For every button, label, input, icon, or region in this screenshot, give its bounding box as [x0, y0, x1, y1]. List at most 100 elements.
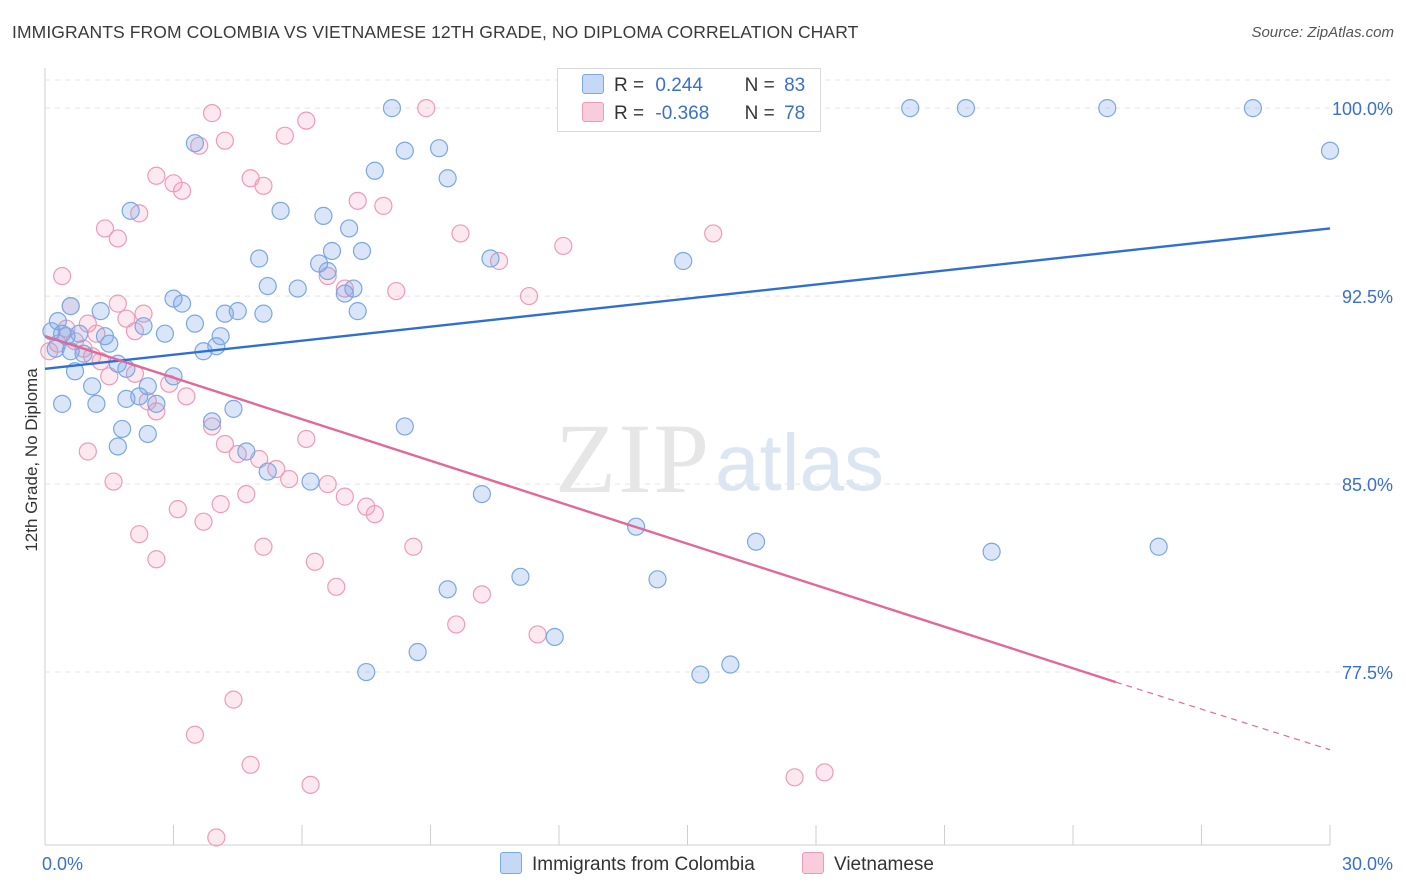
legend-n-value-colombia: 83 — [784, 75, 806, 96]
legend-swatch-vietnamese — [582, 102, 604, 122]
colombia-point — [53, 394, 72, 413]
vietnamese-point — [348, 191, 367, 210]
colombia-point — [344, 279, 363, 298]
legend-r-value-vietnamese: -0.368 — [655, 103, 710, 124]
colombia-point — [121, 201, 140, 220]
vietnamese-point — [202, 104, 222, 123]
colombia-point — [1243, 99, 1263, 118]
vietnamese-point — [194, 512, 213, 531]
colombia-point — [721, 655, 740, 674]
axes — [44, 68, 1331, 846]
colombia-point — [438, 169, 457, 188]
vietnamese-point — [168, 500, 187, 519]
gridlines — [45, 79, 1390, 673]
colombia-point — [228, 302, 247, 321]
watermark-zip: ZIP — [555, 403, 711, 514]
legend-row-vietnamese: R = -0.368 N = 78 — [582, 102, 805, 126]
series-colombia-points — [42, 99, 1340, 684]
y-tick-label: 100.0% — [1332, 99, 1393, 119]
vietnamese-point — [53, 266, 72, 286]
bottom-legend-colombia: Immigrants from Colombia — [500, 852, 755, 876]
colombia-point — [70, 324, 89, 343]
colombia-point — [1098, 99, 1117, 118]
vietnamese-point — [318, 266, 337, 286]
legend-r-value-colombia: 0.244 — [655, 75, 703, 96]
colombia-point — [1320, 141, 1340, 160]
colombia-point — [185, 134, 205, 153]
colombia-point — [155, 324, 175, 343]
colombia-point — [314, 206, 333, 225]
colombia-point — [982, 542, 1001, 561]
vietnamese-point — [215, 434, 234, 454]
vietnamese-point — [237, 484, 256, 504]
vietnamese-point — [519, 286, 539, 306]
vietnamese-point — [147, 402, 166, 421]
colombia-point — [395, 141, 414, 160]
vietnamese-point — [241, 755, 260, 774]
colombia-point — [301, 472, 320, 491]
vietnamese-point — [177, 387, 196, 406]
vietnamese-point — [95, 219, 115, 238]
colombia-point — [83, 377, 102, 396]
vietnamese-point — [254, 176, 273, 195]
vietnamese-point — [528, 625, 547, 644]
bottom-legend-swatch-colombia — [500, 852, 522, 874]
trend-line-vietnamese-extension — [1115, 681, 1331, 751]
colombia-point — [318, 261, 337, 281]
watermark-atlas: atlas — [715, 418, 884, 507]
vietnamese-point — [125, 322, 145, 341]
vietnamese-point — [100, 367, 119, 386]
colombia-point — [340, 219, 359, 238]
colombia-point — [746, 532, 766, 551]
colombia-point — [408, 642, 427, 662]
vietnamese-point — [374, 196, 393, 215]
colombia-point — [691, 665, 710, 684]
legend-r-label: R = — [614, 75, 645, 96]
vietnamese-point — [104, 472, 123, 491]
vietnamese-point — [207, 828, 226, 847]
vietnamese-point — [318, 474, 337, 494]
y-tick-label: 77.5% — [1342, 663, 1393, 683]
vietnamese-point — [172, 181, 192, 200]
vietnamese-point — [451, 224, 470, 243]
vietnamese-point — [224, 690, 243, 709]
legend-r-label: R = — [614, 103, 645, 124]
vietnamese-point — [275, 126, 294, 145]
vietnamese-point — [297, 111, 316, 130]
colombia-point — [147, 394, 166, 413]
colombia-point — [357, 662, 376, 682]
vietnamese-point — [387, 281, 406, 301]
vietnamese-point — [108, 229, 127, 248]
legend-n-label: N = — [744, 75, 775, 96]
colombia-point — [288, 279, 307, 298]
colombia-point — [472, 484, 491, 504]
vietnamese-point — [280, 469, 299, 489]
colombia-point — [61, 297, 80, 316]
series-vietnamese-points — [40, 99, 834, 847]
vietnamese-point — [147, 550, 166, 569]
colombia-point — [108, 437, 127, 456]
colombia-point — [138, 377, 157, 396]
colombia-point — [956, 99, 976, 118]
vietnamese-point — [301, 775, 320, 794]
legend-n-value-vietnamese: 78 — [784, 103, 806, 124]
vietnamese-point — [785, 768, 804, 787]
colombia-point — [322, 241, 342, 261]
vietnamese-point — [130, 525, 149, 544]
vietnamese-point — [211, 495, 230, 514]
vietnamese-point — [215, 131, 234, 150]
colombia-point — [91, 302, 110, 321]
vietnamese-point — [254, 537, 273, 556]
bottom-legend-vietnamese: Vietnamese — [802, 852, 934, 876]
watermark: ZIP atlas — [555, 403, 884, 514]
vietnamese-point — [404, 537, 423, 556]
vietnamese-point — [108, 294, 127, 313]
colombia-point — [382, 99, 402, 118]
colombia-point — [95, 327, 115, 346]
trend-line-colombia — [44, 227, 1331, 370]
colombia-point — [545, 627, 564, 647]
vietnamese-point — [472, 585, 491, 604]
colombia-point — [185, 314, 205, 333]
trend-lines — [44, 227, 1331, 751]
